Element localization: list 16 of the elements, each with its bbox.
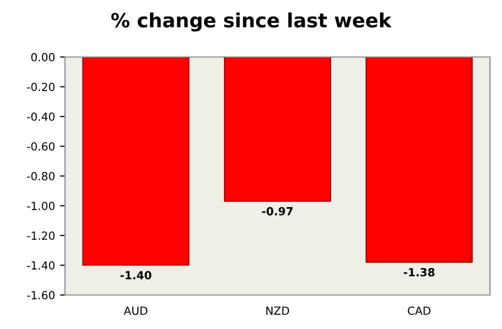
data-label: -1.40: [120, 271, 152, 280]
y-tick-label: -1.60: [27, 290, 55, 300]
y-tick-label: -1.20: [27, 231, 55, 240]
y-tick-label: 0.00: [31, 52, 55, 62]
chart-title: % change since last week: [111, 12, 392, 32]
x-tick-label: NZD: [266, 306, 290, 315]
y-tick-label: -1.40: [27, 261, 55, 270]
y-tick-label: -0.60: [27, 142, 55, 151]
y-tick-label: -1.00: [27, 202, 55, 210]
data-label: -1.38: [404, 268, 434, 276]
y-tick-label: -0.20: [27, 82, 55, 92]
x-tick-label: AUD: [124, 306, 148, 315]
y-tick-label: -0.40: [27, 112, 55, 121]
data-label: -0.97: [262, 207, 293, 216]
x-tick-label: CAD: [408, 306, 430, 315]
y-tick-label: -0.80: [27, 172, 55, 180]
